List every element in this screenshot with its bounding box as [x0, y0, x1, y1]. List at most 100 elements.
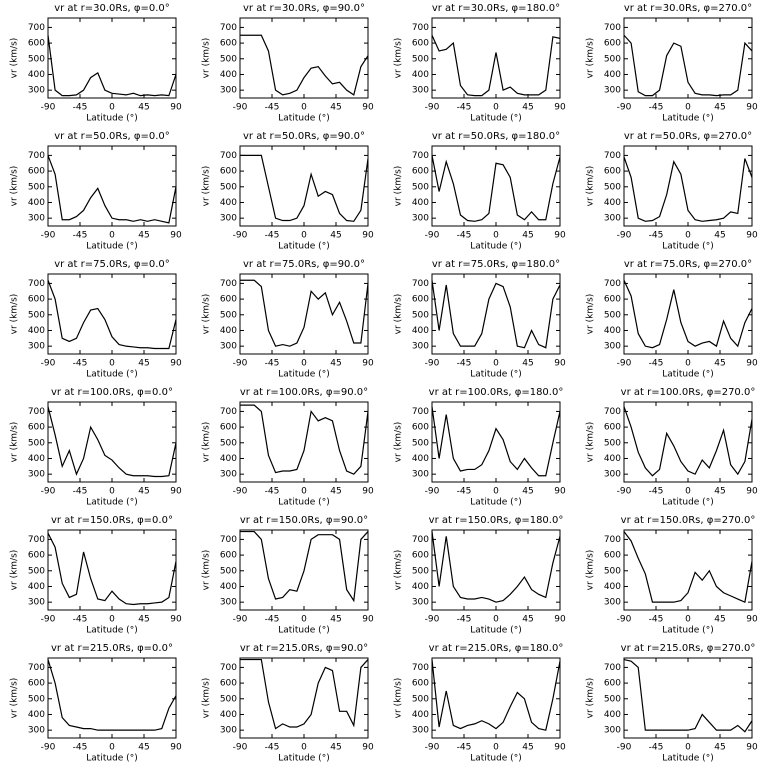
y-tick-label: 300: [28, 86, 45, 96]
x-tick-label: 90: [746, 231, 758, 241]
plot-frame: [239, 657, 369, 739]
x-tick-label: 0: [685, 103, 691, 113]
y-tick-label: 700: [220, 663, 237, 673]
x-tick-label: 90: [362, 487, 374, 497]
x-tick-label: 45: [714, 359, 725, 369]
x-tick-label: 90: [554, 743, 566, 753]
chart-title: vr at r=50.0Rs, φ=90.0°: [243, 131, 365, 142]
x-tick-label: 0: [301, 103, 307, 113]
y-tick-label: 600: [604, 295, 621, 305]
plot-frame: [47, 529, 177, 611]
y-tick-label: 500: [28, 694, 45, 704]
x-tick-label: -45: [649, 231, 664, 241]
y-tick-label: 500: [220, 54, 237, 64]
y-tick-label: 600: [28, 551, 45, 561]
y-tick-label: 700: [220, 407, 237, 417]
y-tick-label: 400: [220, 582, 237, 592]
y-tick-label: 500: [220, 694, 237, 704]
x-tick-label: -45: [73, 487, 88, 497]
x-tick-label: -90: [233, 487, 248, 497]
y-tick-label: 400: [28, 454, 45, 464]
y-tick-label: 600: [220, 679, 237, 689]
x-tick-label: 90: [170, 615, 182, 625]
chart-title: vr at r=30.0Rs, φ=180.0°: [432, 3, 560, 14]
x-tick-label: 0: [493, 615, 499, 625]
y-tick-label: 600: [412, 167, 429, 177]
plot-frame: [431, 273, 561, 355]
y-tick-label: 700: [28, 279, 45, 289]
x-tick-label: 0: [493, 743, 499, 753]
x-axis-label: Latitude (°): [86, 114, 137, 124]
x-axis-label: Latitude (°): [278, 754, 329, 764]
x-tick-label: 0: [685, 615, 691, 625]
x-tick-label: 45: [330, 231, 341, 241]
x-axis-label: Latitude (°): [278, 626, 329, 636]
x-tick-label: 45: [522, 743, 533, 753]
y-tick-label: 500: [412, 310, 429, 320]
y-tick-label: 300: [412, 214, 429, 224]
x-tick-label: 45: [714, 231, 725, 241]
plot-frame: [239, 17, 369, 99]
line-series: [431, 35, 561, 97]
x-tick-label: 90: [746, 103, 758, 113]
chart-title: vr at r=100.0Rs, φ=180.0°: [429, 387, 564, 398]
y-tick-label: 600: [412, 39, 429, 49]
y-tick-label: 500: [220, 310, 237, 320]
line-series: [431, 406, 561, 477]
x-axis-label: Latitude (°): [662, 242, 713, 252]
x-tick-label: -45: [73, 231, 88, 241]
x-tick-label: 45: [522, 359, 533, 369]
y-tick-label: 500: [604, 182, 621, 192]
x-axis-label: Latitude (°): [662, 626, 713, 636]
y-tick-label: 500: [604, 438, 621, 448]
y-tick-label: 600: [220, 39, 237, 49]
y-tick-label: 300: [28, 726, 45, 736]
y-tick-label: 300: [28, 342, 45, 352]
chart-title: vr at r=75.0Rs, φ=270.0°: [624, 259, 752, 270]
x-tick-label: -45: [265, 359, 280, 369]
y-tick-label: 300: [28, 214, 45, 224]
x-tick-label: -90: [41, 103, 56, 113]
x-tick-label: 90: [362, 103, 374, 113]
y-tick-label: 300: [604, 726, 621, 736]
x-axis-label: Latitude (°): [86, 242, 137, 252]
x-axis-label: Latitude (°): [662, 114, 713, 124]
x-tick-label: -90: [617, 103, 632, 113]
chart-title: vr at r=150.0Rs, φ=270.0°: [621, 515, 756, 526]
x-tick-label: -90: [233, 615, 248, 625]
y-tick-label: 500: [220, 438, 237, 448]
plot-frame: [623, 401, 753, 483]
x-tick-label: 45: [522, 231, 533, 241]
y-axis-label: vr (km/s): [202, 550, 212, 591]
y-axis-label: vr (km/s): [202, 166, 212, 207]
y-tick-label: 400: [604, 454, 621, 464]
y-tick-label: 300: [412, 342, 429, 352]
x-tick-label: -45: [649, 359, 664, 369]
x-axis-label: Latitude (°): [470, 754, 521, 764]
x-tick-label: 0: [301, 743, 307, 753]
y-tick-label: 400: [28, 710, 45, 720]
y-tick-label: 500: [412, 182, 429, 192]
line-series: [47, 35, 177, 97]
y-tick-label: 500: [220, 182, 237, 192]
x-axis-label: Latitude (°): [278, 242, 329, 252]
y-tick-label: 300: [220, 214, 237, 224]
x-tick-label: -90: [41, 231, 56, 241]
y-tick-label: 300: [28, 470, 45, 480]
y-tick-label: 600: [604, 167, 621, 177]
y-tick-label: 700: [412, 663, 429, 673]
x-tick-label: 0: [685, 487, 691, 497]
x-tick-label: -45: [265, 487, 280, 497]
x-tick-label: 90: [554, 103, 566, 113]
y-axis-label: vr (km/s): [10, 550, 20, 591]
x-tick-label: 0: [109, 615, 115, 625]
y-tick-label: 500: [28, 182, 45, 192]
y-tick-label: 600: [604, 423, 621, 433]
y-axis-label: vr (km/s): [394, 294, 404, 335]
x-tick-label: 90: [362, 359, 374, 369]
y-axis-label: vr (km/s): [10, 38, 20, 79]
chart-title: vr at r=215.0Rs, φ=0.0°: [51, 643, 173, 654]
chart-title: vr at r=50.0Rs, φ=180.0°: [432, 131, 560, 142]
x-tick-label: 0: [493, 103, 499, 113]
x-tick-label: 45: [714, 487, 725, 497]
